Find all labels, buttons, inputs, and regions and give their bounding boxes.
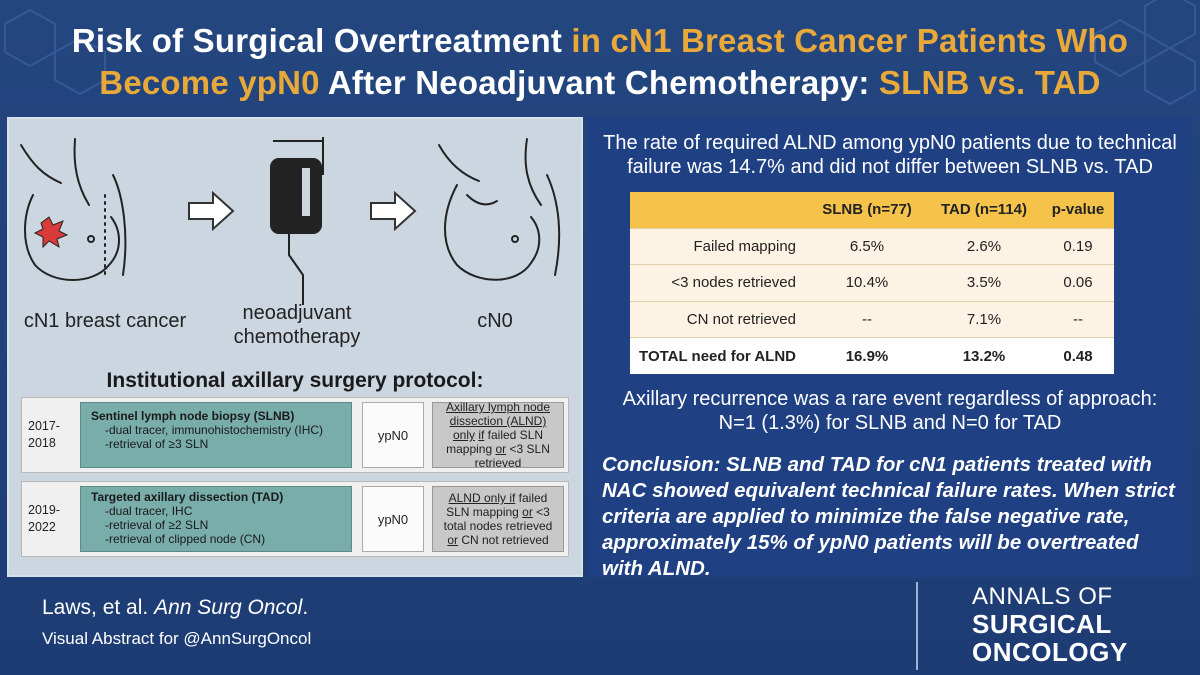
- protocol-heading: Institutional axillary surgery protocol:: [106, 369, 484, 392]
- journal-logo: ANNALS OF SURGICAL ONCOLOGY: [972, 583, 1128, 667]
- protocol-line: -retrieval of ≥3 SLN: [105, 437, 209, 451]
- table-cell: TOTAL need for ALND: [630, 337, 808, 374]
- result-statement-line: failure was 14.7% and did not differ bet…: [627, 156, 1153, 178]
- recurrence-statement: Axillary recurrence was a rare event reg…: [588, 387, 1192, 435]
- study-design-panel: cN1 breast cancer neoadjuvant chemothera…: [7, 117, 583, 577]
- breast-no-tumor-icon: [438, 138, 561, 281]
- results-table: SLNB (n=77) TAD (n=114) p-value Failed m…: [630, 192, 1114, 374]
- protocol-outcome: ALND only if failed SLN mapping or <3 to…: [432, 486, 564, 552]
- title-part-3: Become ypN0: [99, 64, 320, 101]
- citation-period: .: [302, 596, 309, 619]
- arrow-right-icon-2: [370, 191, 417, 231]
- table-header-cell: TAD (n=114): [926, 192, 1042, 228]
- year-start: 2017-: [28, 419, 60, 433]
- year-start: 2019-: [28, 503, 60, 517]
- conclusion-text: Conclusion: SLNB and TAD for cN1 patient…: [602, 453, 1175, 580]
- protocol-outcome: Axillary lymph node dissection (ALND) on…: [432, 400, 564, 470]
- protocol-description: Targeted axillary dissection (TAD) -dual…: [80, 486, 352, 552]
- table-cell: 2.6%: [926, 227, 1042, 265]
- table-cell: --: [1042, 300, 1114, 338]
- hexagon-pattern-decoration: [4, 0, 1196, 106]
- table-cell: 0.06: [1042, 264, 1114, 301]
- table-cell: 6.5%: [808, 227, 926, 265]
- table-header-cell: SLNB (n=77): [808, 192, 926, 228]
- table-header-cell: [630, 192, 808, 228]
- outcome-text: if: [478, 428, 485, 442]
- label-cn1-breast-cancer: cN1 breast cancer: [23, 310, 187, 332]
- protocol-row-tad: 2019- 2022 Targeted axillary dissection (…: [21, 481, 569, 557]
- result-statement-line: The rate of required ALND among ypN0 pat…: [603, 132, 1177, 154]
- result-statement: The rate of required ALND among ypN0 pat…: [588, 131, 1192, 179]
- year-end: 2018: [28, 436, 56, 450]
- table-cell: 10.4%: [808, 264, 926, 301]
- protocol-status: ypN0: [362, 486, 424, 552]
- outcome-text: ALND only if: [448, 491, 516, 505]
- results-panel: The rate of required ALND among ypN0 pat…: [588, 117, 1192, 580]
- table-header-row: SLNB (n=77) TAD (n=114) p-value: [630, 192, 1114, 228]
- protocol-line: -retrieval of clipped node (CN): [105, 532, 266, 546]
- page-title: Risk of Surgical Overtreatment in cN1 Br…: [0, 20, 1200, 104]
- citation-block: Laws, et al. Ann Surg Oncol. Visual Abst…: [42, 594, 311, 652]
- label-nac-line1: neoadjuvant: [242, 302, 352, 324]
- title-part-2: in cN1 Breast Cancer Patients Who: [562, 22, 1129, 59]
- title-part-5: SLNB vs. TAD: [878, 64, 1101, 101]
- journal-logo-line3: ONCOLOGY: [972, 637, 1128, 667]
- title-part-4: After Neoadjuvant Chemotherapy:: [319, 64, 879, 101]
- table-cell: --: [808, 300, 926, 338]
- table-cell: 16.9%: [808, 337, 926, 374]
- footer-divider: [916, 582, 918, 670]
- table-cell: 7.1%: [926, 300, 1042, 338]
- breast-with-tumor-icon: [20, 138, 127, 281]
- protocol-years: 2017- 2018: [28, 398, 70, 472]
- outcome-text: failed SLN mapping: [446, 428, 544, 456]
- protocol-line: -dual tracer, immunohistochemistry (IHC): [105, 423, 324, 437]
- protocol-title: Sentinel lymph node biopsy (SLNB): [91, 409, 295, 423]
- outcome-text: CN not retrieved: [457, 533, 549, 547]
- label-neoadjuvant-chemotherapy: neoadjuvant chemotherapy: [227, 301, 367, 349]
- protocol-description: Sentinel lymph node biopsy (SLNB) -dual …: [80, 402, 352, 468]
- table-cell: 0.48: [1042, 337, 1114, 374]
- recurrence-line: N=1 (1.3%) for SLNB and N=0 for TAD: [718, 412, 1062, 434]
- citation: Laws, et al. Ann Surg Oncol.: [42, 594, 311, 622]
- recurrence-line: Axillary recurrence was a rare event reg…: [622, 388, 1158, 410]
- outcome-text: <3 total nodes retrieved: [443, 505, 553, 533]
- outcome-text: <3 SLN retrieved: [474, 442, 550, 470]
- protocol-line: -dual tracer, IHC: [105, 504, 193, 518]
- journal-logo-line1: ANNALS OF: [972, 583, 1113, 610]
- journal-logo-line2: SURGICAL: [972, 609, 1112, 639]
- protocol-line: -retrieval of ≥2 SLN: [105, 518, 209, 532]
- protocol-row-slnb: 2017- 2018 Sentinel lymph node biopsy (SL…: [21, 397, 569, 473]
- table-header-cell: p-value: [1042, 192, 1114, 228]
- arrow-right-icon: [188, 191, 235, 231]
- citation-subtitle: Visual Abstract for @AnnSurgOncol: [42, 629, 312, 648]
- table-cell: <3 nodes retrieved: [630, 264, 808, 301]
- citation-authors: Laws, et al.: [42, 596, 155, 619]
- outcome-text: Axillary lymph node dissection (ALND) on…: [445, 400, 551, 442]
- iv-bag-icon: [270, 137, 324, 305]
- label-cn0: cN0: [477, 310, 513, 332]
- label-nac-line2: chemotherapy: [233, 326, 361, 348]
- table-total-row: TOTAL need for ALND 16.9% 13.2% 0.48: [630, 337, 1114, 374]
- protocol-title: Targeted axillary dissection (TAD): [91, 490, 284, 504]
- outcome-text: or: [522, 505, 533, 519]
- year-end: 2022: [28, 520, 56, 534]
- table-row: Failed mapping 6.5% 2.6% 0.19: [630, 227, 1114, 265]
- table-row: <3 nodes retrieved 10.4% 3.5% 0.06: [630, 264, 1114, 301]
- table-cell: 13.2%: [926, 337, 1042, 374]
- table-row: CN not retrieved -- 7.1% --: [630, 300, 1114, 338]
- table-cell: 0.19: [1042, 227, 1114, 265]
- outcome-text: or: [495, 442, 507, 456]
- outcome-text: failed SLN mapping: [446, 491, 548, 519]
- protocol-status: ypN0: [362, 402, 424, 468]
- outcome-text: or: [447, 533, 458, 547]
- title-part-1: Risk of Surgical Overtreatment: [71, 22, 563, 59]
- table-cell: Failed mapping: [630, 227, 808, 265]
- table-cell: CN not retrieved: [630, 300, 808, 338]
- protocol-years: 2019- 2022: [28, 482, 70, 556]
- citation-journal: Ann Surg Oncol: [154, 596, 303, 619]
- table-cell: 3.5%: [926, 264, 1042, 301]
